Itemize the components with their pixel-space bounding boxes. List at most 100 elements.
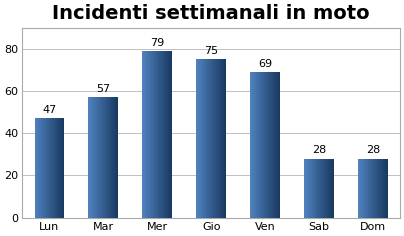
Bar: [106, 97, 107, 218]
Bar: [278, 72, 279, 218]
Bar: [320, 159, 321, 218]
Bar: [307, 159, 308, 218]
Bar: [333, 159, 334, 218]
Bar: [253, 72, 254, 218]
Bar: [328, 159, 329, 218]
Bar: [167, 51, 168, 218]
Bar: [322, 159, 323, 218]
Bar: [271, 72, 272, 218]
Bar: [149, 51, 150, 218]
Bar: [318, 159, 319, 218]
Bar: [304, 159, 305, 218]
Bar: [169, 51, 170, 218]
Bar: [100, 97, 101, 218]
Bar: [168, 51, 169, 218]
Bar: [217, 59, 218, 218]
Bar: [360, 159, 361, 218]
Bar: [117, 97, 118, 218]
Bar: [199, 59, 200, 218]
Bar: [270, 72, 271, 218]
Bar: [325, 159, 326, 218]
Bar: [201, 59, 202, 218]
Bar: [381, 159, 382, 218]
Bar: [163, 51, 164, 218]
Bar: [54, 118, 55, 218]
Bar: [216, 59, 217, 218]
Bar: [207, 59, 208, 218]
Bar: [327, 159, 328, 218]
Bar: [259, 72, 260, 218]
Bar: [275, 72, 276, 218]
Bar: [146, 51, 147, 218]
Bar: [97, 97, 98, 218]
Bar: [202, 59, 203, 218]
Text: 69: 69: [258, 59, 272, 69]
Bar: [48, 118, 49, 218]
Bar: [53, 118, 54, 218]
Bar: [323, 159, 324, 218]
Bar: [98, 97, 99, 218]
Bar: [171, 51, 172, 218]
Text: 75: 75: [204, 46, 218, 56]
Bar: [111, 97, 112, 218]
Bar: [324, 159, 325, 218]
Bar: [145, 51, 146, 218]
Bar: [210, 59, 211, 218]
Bar: [204, 59, 205, 218]
Bar: [273, 72, 274, 218]
Bar: [367, 159, 368, 218]
Bar: [151, 51, 152, 218]
Bar: [38, 118, 39, 218]
Bar: [222, 59, 223, 218]
Bar: [159, 51, 160, 218]
Bar: [92, 97, 93, 218]
Bar: [279, 72, 280, 218]
Bar: [164, 51, 165, 218]
Bar: [162, 51, 163, 218]
Bar: [113, 97, 114, 218]
Bar: [165, 51, 166, 218]
Bar: [36, 118, 37, 218]
Bar: [375, 159, 376, 218]
Bar: [315, 159, 316, 218]
Bar: [384, 159, 385, 218]
Bar: [219, 59, 220, 218]
Bar: [251, 72, 252, 218]
Bar: [52, 118, 53, 218]
Bar: [385, 159, 386, 218]
Bar: [274, 72, 275, 218]
Bar: [225, 59, 226, 218]
Bar: [218, 59, 219, 218]
Bar: [102, 97, 103, 218]
Bar: [212, 59, 213, 218]
Bar: [362, 159, 363, 218]
Bar: [99, 97, 100, 218]
Bar: [47, 118, 48, 218]
Bar: [364, 159, 365, 218]
Bar: [361, 159, 362, 218]
Bar: [88, 97, 89, 218]
Bar: [359, 159, 360, 218]
Bar: [215, 59, 216, 218]
Bar: [378, 159, 379, 218]
Bar: [148, 51, 149, 218]
Bar: [326, 159, 327, 218]
Bar: [44, 118, 45, 218]
Bar: [95, 97, 96, 218]
Bar: [61, 118, 62, 218]
Bar: [386, 159, 387, 218]
Bar: [157, 51, 158, 218]
Bar: [45, 118, 46, 218]
Bar: [321, 159, 322, 218]
Bar: [358, 159, 359, 218]
Bar: [160, 51, 161, 218]
Bar: [91, 97, 92, 218]
Bar: [41, 118, 42, 218]
Bar: [366, 159, 367, 218]
Bar: [363, 159, 364, 218]
Bar: [50, 118, 51, 218]
Bar: [380, 159, 381, 218]
Bar: [143, 51, 144, 218]
Bar: [306, 159, 307, 218]
Bar: [330, 159, 331, 218]
